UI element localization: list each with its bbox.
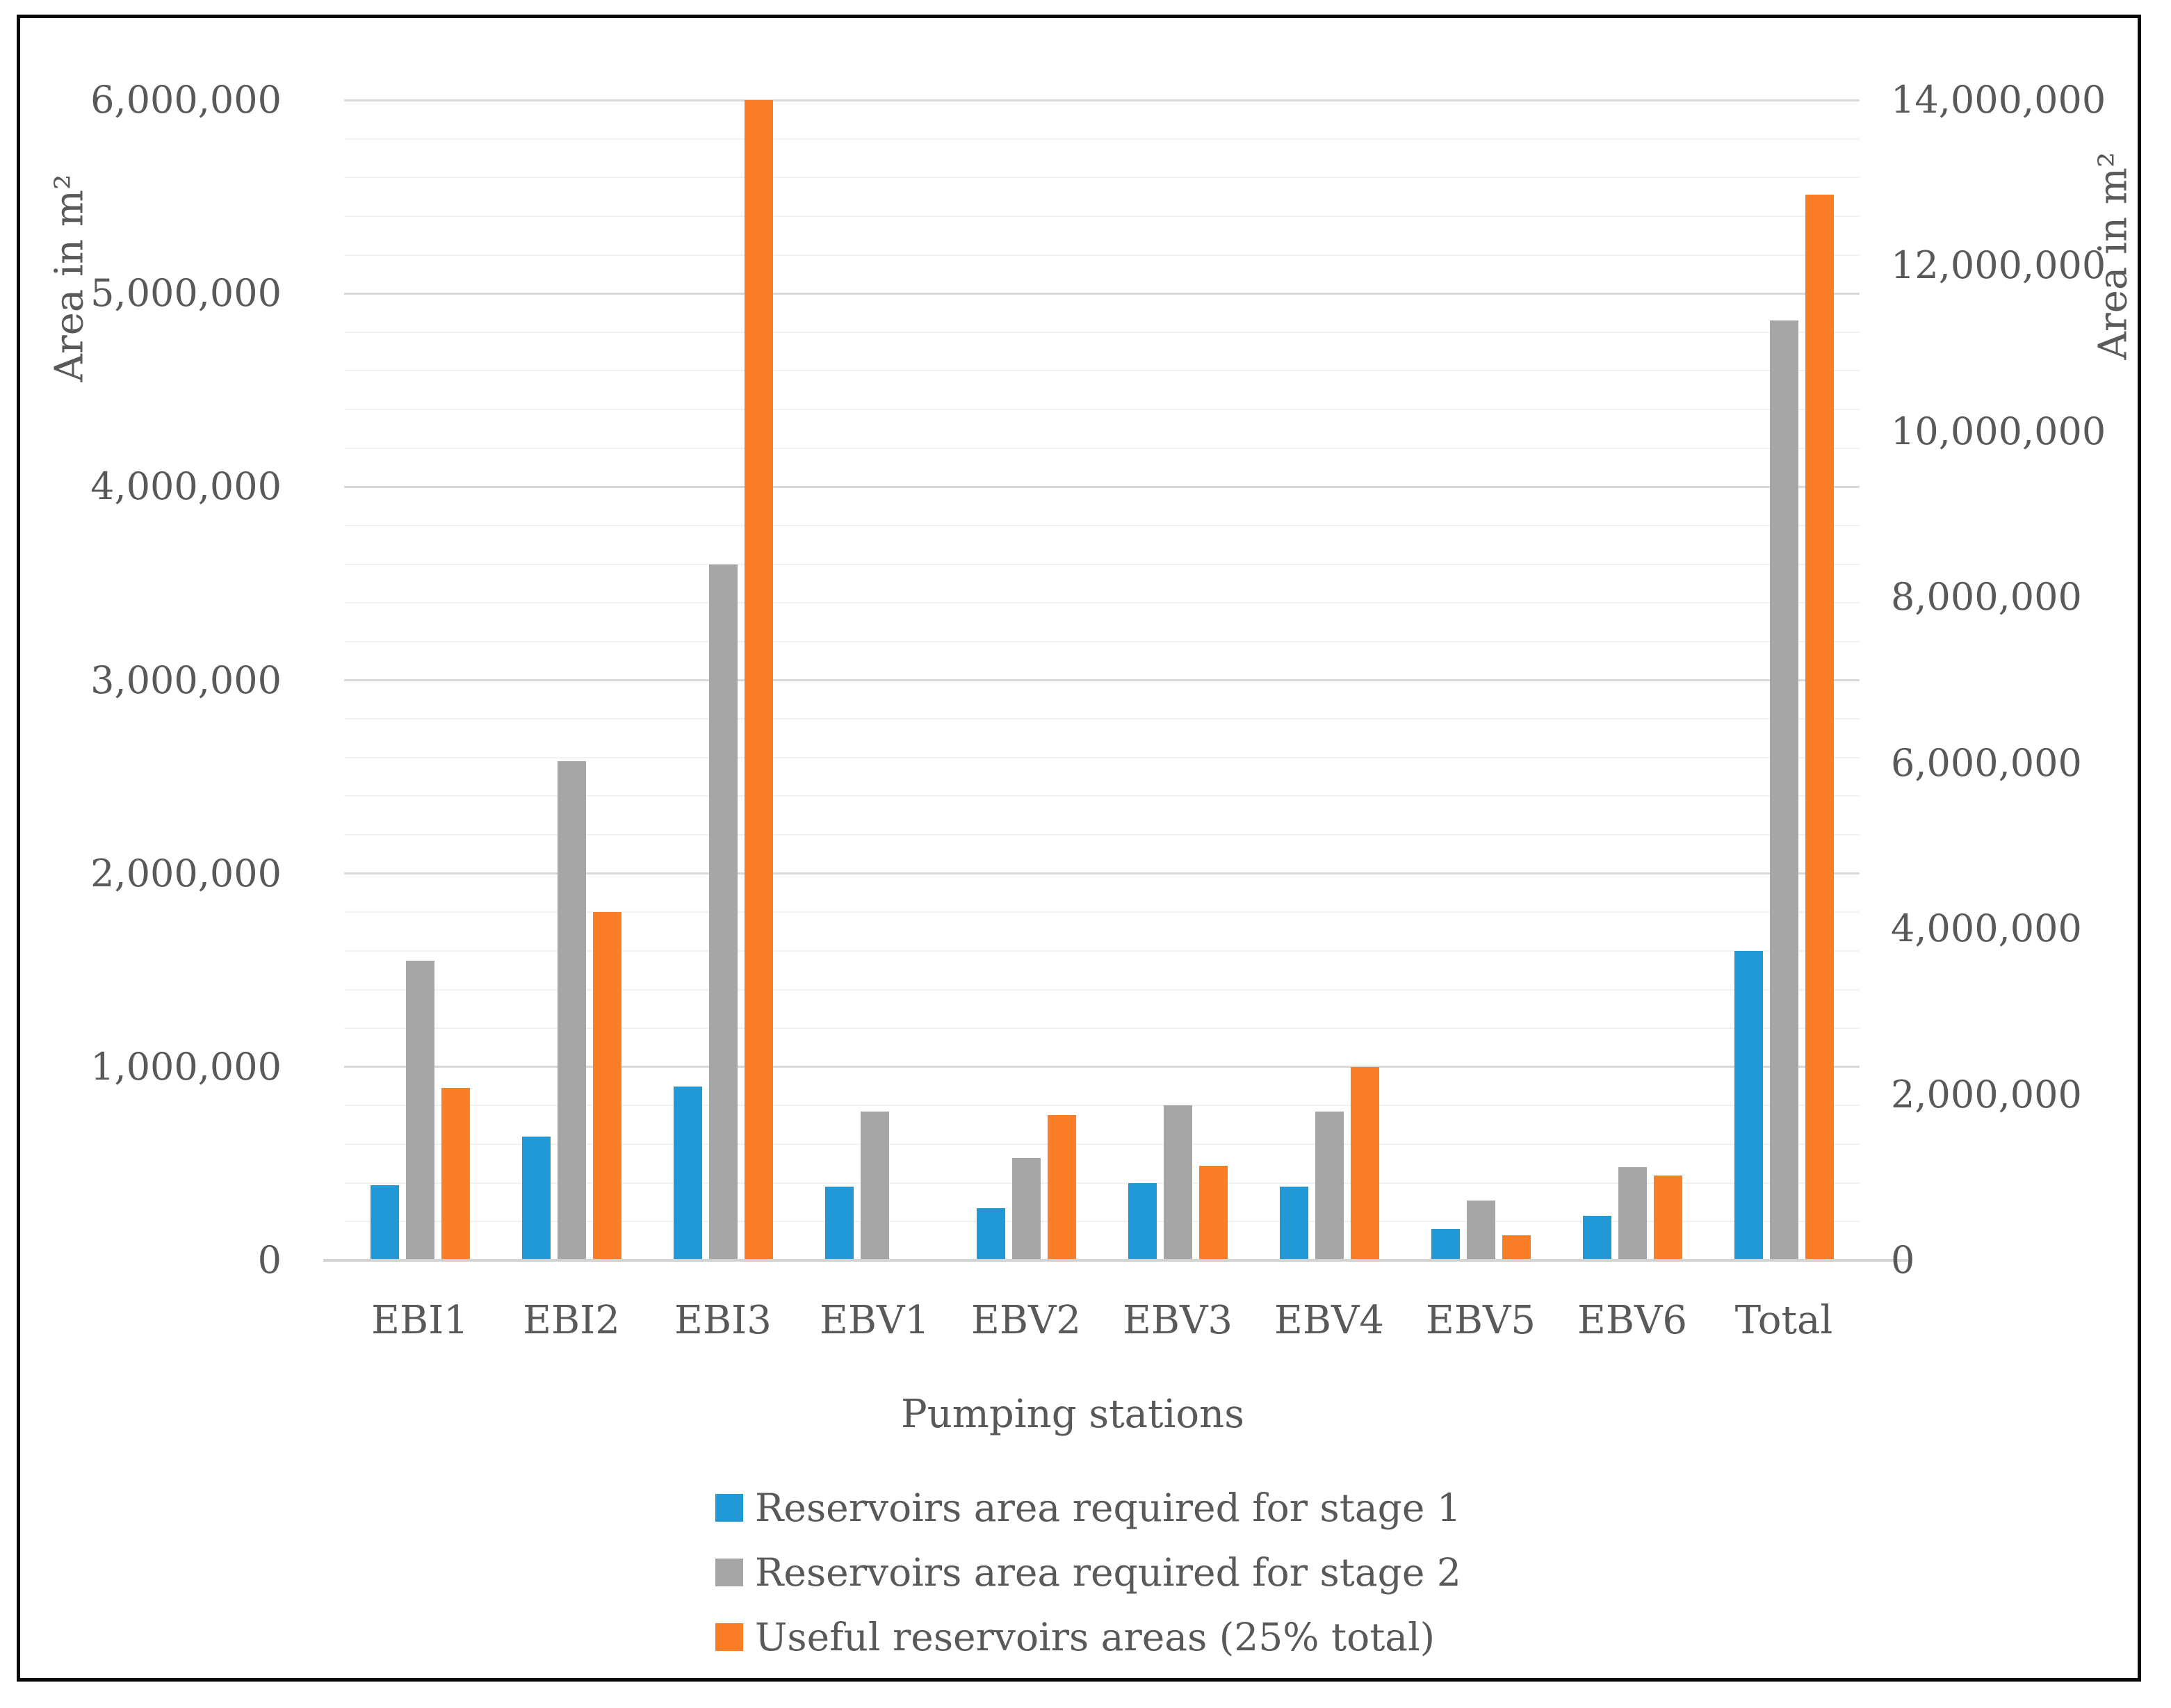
- major-gridline: [344, 1066, 1860, 1068]
- category-label-ebi2: EBI2: [523, 1298, 620, 1343]
- bar-total-series1: [1734, 951, 1763, 1260]
- major-gridline: [344, 679, 1860, 681]
- category-label-ebi3: EBI3: [674, 1298, 772, 1343]
- minor-gridline: [344, 331, 1860, 333]
- bar-total-series2: [1770, 320, 1798, 1260]
- bar-ebv3-series1: [1128, 1183, 1157, 1260]
- right-axis-tick-label: 0: [1891, 1238, 1915, 1282]
- legend-item-label: Useful reservoirs areas (25% total): [755, 1614, 1436, 1659]
- category-label-ebv4: EBV4: [1274, 1298, 1385, 1343]
- bar-total-series3: [1805, 195, 1834, 1260]
- left-axis-tick-label: 5,000,000: [90, 271, 282, 315]
- minor-gridline: [344, 563, 1860, 565]
- right-axis-tick-label: 10,000,000: [1891, 409, 2106, 453]
- bar-ebv1-series1: [825, 1187, 854, 1260]
- minor-gridline: [344, 138, 1860, 140]
- bar-ebi3-series2: [709, 564, 738, 1260]
- minor-gridline: [344, 950, 1860, 952]
- category-label-ebv1: EBV1: [819, 1298, 930, 1343]
- right-axis-tick-label: 2,000,000: [1891, 1073, 2082, 1116]
- minor-gridline: [344, 911, 1860, 913]
- right-axis-tick-label: 12,000,000: [1891, 243, 2106, 287]
- bar-ebv4-series3: [1351, 1067, 1379, 1260]
- category-label-ebv5: EBV5: [1425, 1298, 1536, 1343]
- bar-ebv6-series3: [1654, 1176, 1682, 1260]
- bar-ebv4-series1: [1280, 1187, 1308, 1260]
- x-axis-line: [323, 1259, 1908, 1262]
- right-axis-tick-label: 6,000,000: [1891, 741, 2082, 785]
- minor-gridline: [344, 447, 1860, 449]
- bar-ebi2-series1: [522, 1137, 551, 1260]
- minor-gridline: [344, 756, 1860, 758]
- bar-ebv6-series1: [1583, 1216, 1611, 1260]
- bar-ebi1-series2: [406, 961, 434, 1260]
- minor-gridline: [344, 795, 1860, 797]
- bar-ebv6-series2: [1618, 1167, 1647, 1260]
- bar-ebv5-series2: [1467, 1201, 1495, 1260]
- major-gridline: [344, 292, 1860, 295]
- minor-gridline: [344, 718, 1860, 720]
- minor-gridline: [344, 254, 1860, 256]
- left-axis-tick-label: 3,000,000: [90, 658, 282, 702]
- minor-gridline: [344, 989, 1860, 991]
- left-axis-tick-label: 6,000,000: [90, 78, 282, 122]
- minor-gridline: [344, 215, 1860, 217]
- bar-ebv3-series2: [1164, 1105, 1192, 1260]
- bar-ebv2-series2: [1012, 1158, 1041, 1260]
- legend-item-2: Reservoirs area required for stage 2: [715, 1540, 1461, 1604]
- legend-item-label: Reservoirs area required for stage 2: [755, 1550, 1461, 1595]
- left-axis-tick-label: 1,000,000: [90, 1045, 282, 1089]
- bar-ebi2-series2: [558, 761, 586, 1260]
- major-gridline: [344, 872, 1860, 875]
- minor-gridline: [344, 409, 1860, 411]
- minor-gridline: [344, 1221, 1860, 1223]
- minor-gridline: [344, 370, 1860, 372]
- bar-ebv2-series1: [977, 1208, 1005, 1260]
- left-axis-tick-label: 0: [257, 1238, 282, 1282]
- bar-ebi1-series3: [441, 1088, 470, 1260]
- bar-ebi3-series1: [674, 1087, 702, 1260]
- legend-item-3: Useful reservoirs areas (25% total): [715, 1604, 1461, 1669]
- right-axis-tick-label: 4,000,000: [1891, 906, 2082, 950]
- legend-marker-icon: [715, 1493, 743, 1522]
- minor-gridline: [344, 640, 1860, 642]
- legend-item-1: Reservoirs area required for stage 1: [715, 1475, 1461, 1540]
- bar-ebv5-series3: [1502, 1235, 1531, 1260]
- minor-gridline: [344, 1105, 1860, 1107]
- category-label-ebv2: EBV2: [970, 1298, 1082, 1343]
- minor-gridline: [344, 602, 1860, 604]
- category-label-ebv6: EBV6: [1577, 1298, 1688, 1343]
- minor-gridline: [344, 1182, 1860, 1184]
- minor-gridline: [344, 1027, 1860, 1030]
- bar-ebi3-series3: [745, 100, 773, 1260]
- bar-ebi1-series1: [371, 1185, 399, 1260]
- right-axis-title: Area in m²: [2090, 152, 2136, 360]
- left-axis-tick-label: 2,000,000: [90, 852, 282, 895]
- minor-gridline: [344, 177, 1860, 179]
- bar-ebv2-series3: [1048, 1115, 1076, 1260]
- minor-gridline: [344, 834, 1860, 836]
- right-axis-tick-label: 8,000,000: [1891, 575, 2082, 619]
- legend-item-label: Reservoirs area required for stage 1: [755, 1485, 1461, 1530]
- bar-ebi2-series3: [593, 912, 621, 1260]
- bar-ebv3-series3: [1199, 1166, 1228, 1260]
- minor-gridline: [344, 524, 1860, 526]
- left-axis-title: Area in m²: [47, 174, 92, 382]
- bar-ebv5-series1: [1431, 1229, 1460, 1260]
- bar-ebv1-series2: [861, 1112, 889, 1260]
- category-label-total: Total: [1734, 1298, 1833, 1343]
- major-gridline: [344, 485, 1860, 488]
- major-gridline: [344, 99, 1860, 101]
- category-label-ebv3: EBV3: [1122, 1298, 1233, 1343]
- bar-ebv4-series2: [1315, 1112, 1344, 1260]
- minor-gridline: [344, 1144, 1860, 1146]
- legend-marker-icon: [715, 1622, 743, 1651]
- right-axis-tick-label: 14,000,000: [1891, 78, 2106, 122]
- left-axis-tick-label: 4,000,000: [90, 464, 282, 508]
- x-axis-title: Pumping stations: [901, 1392, 1244, 1437]
- legend: Reservoirs area required for stage 1 Rese…: [715, 1475, 1461, 1669]
- legend-marker-icon: [715, 1558, 743, 1586]
- category-label-ebi1: EBI1: [371, 1298, 469, 1343]
